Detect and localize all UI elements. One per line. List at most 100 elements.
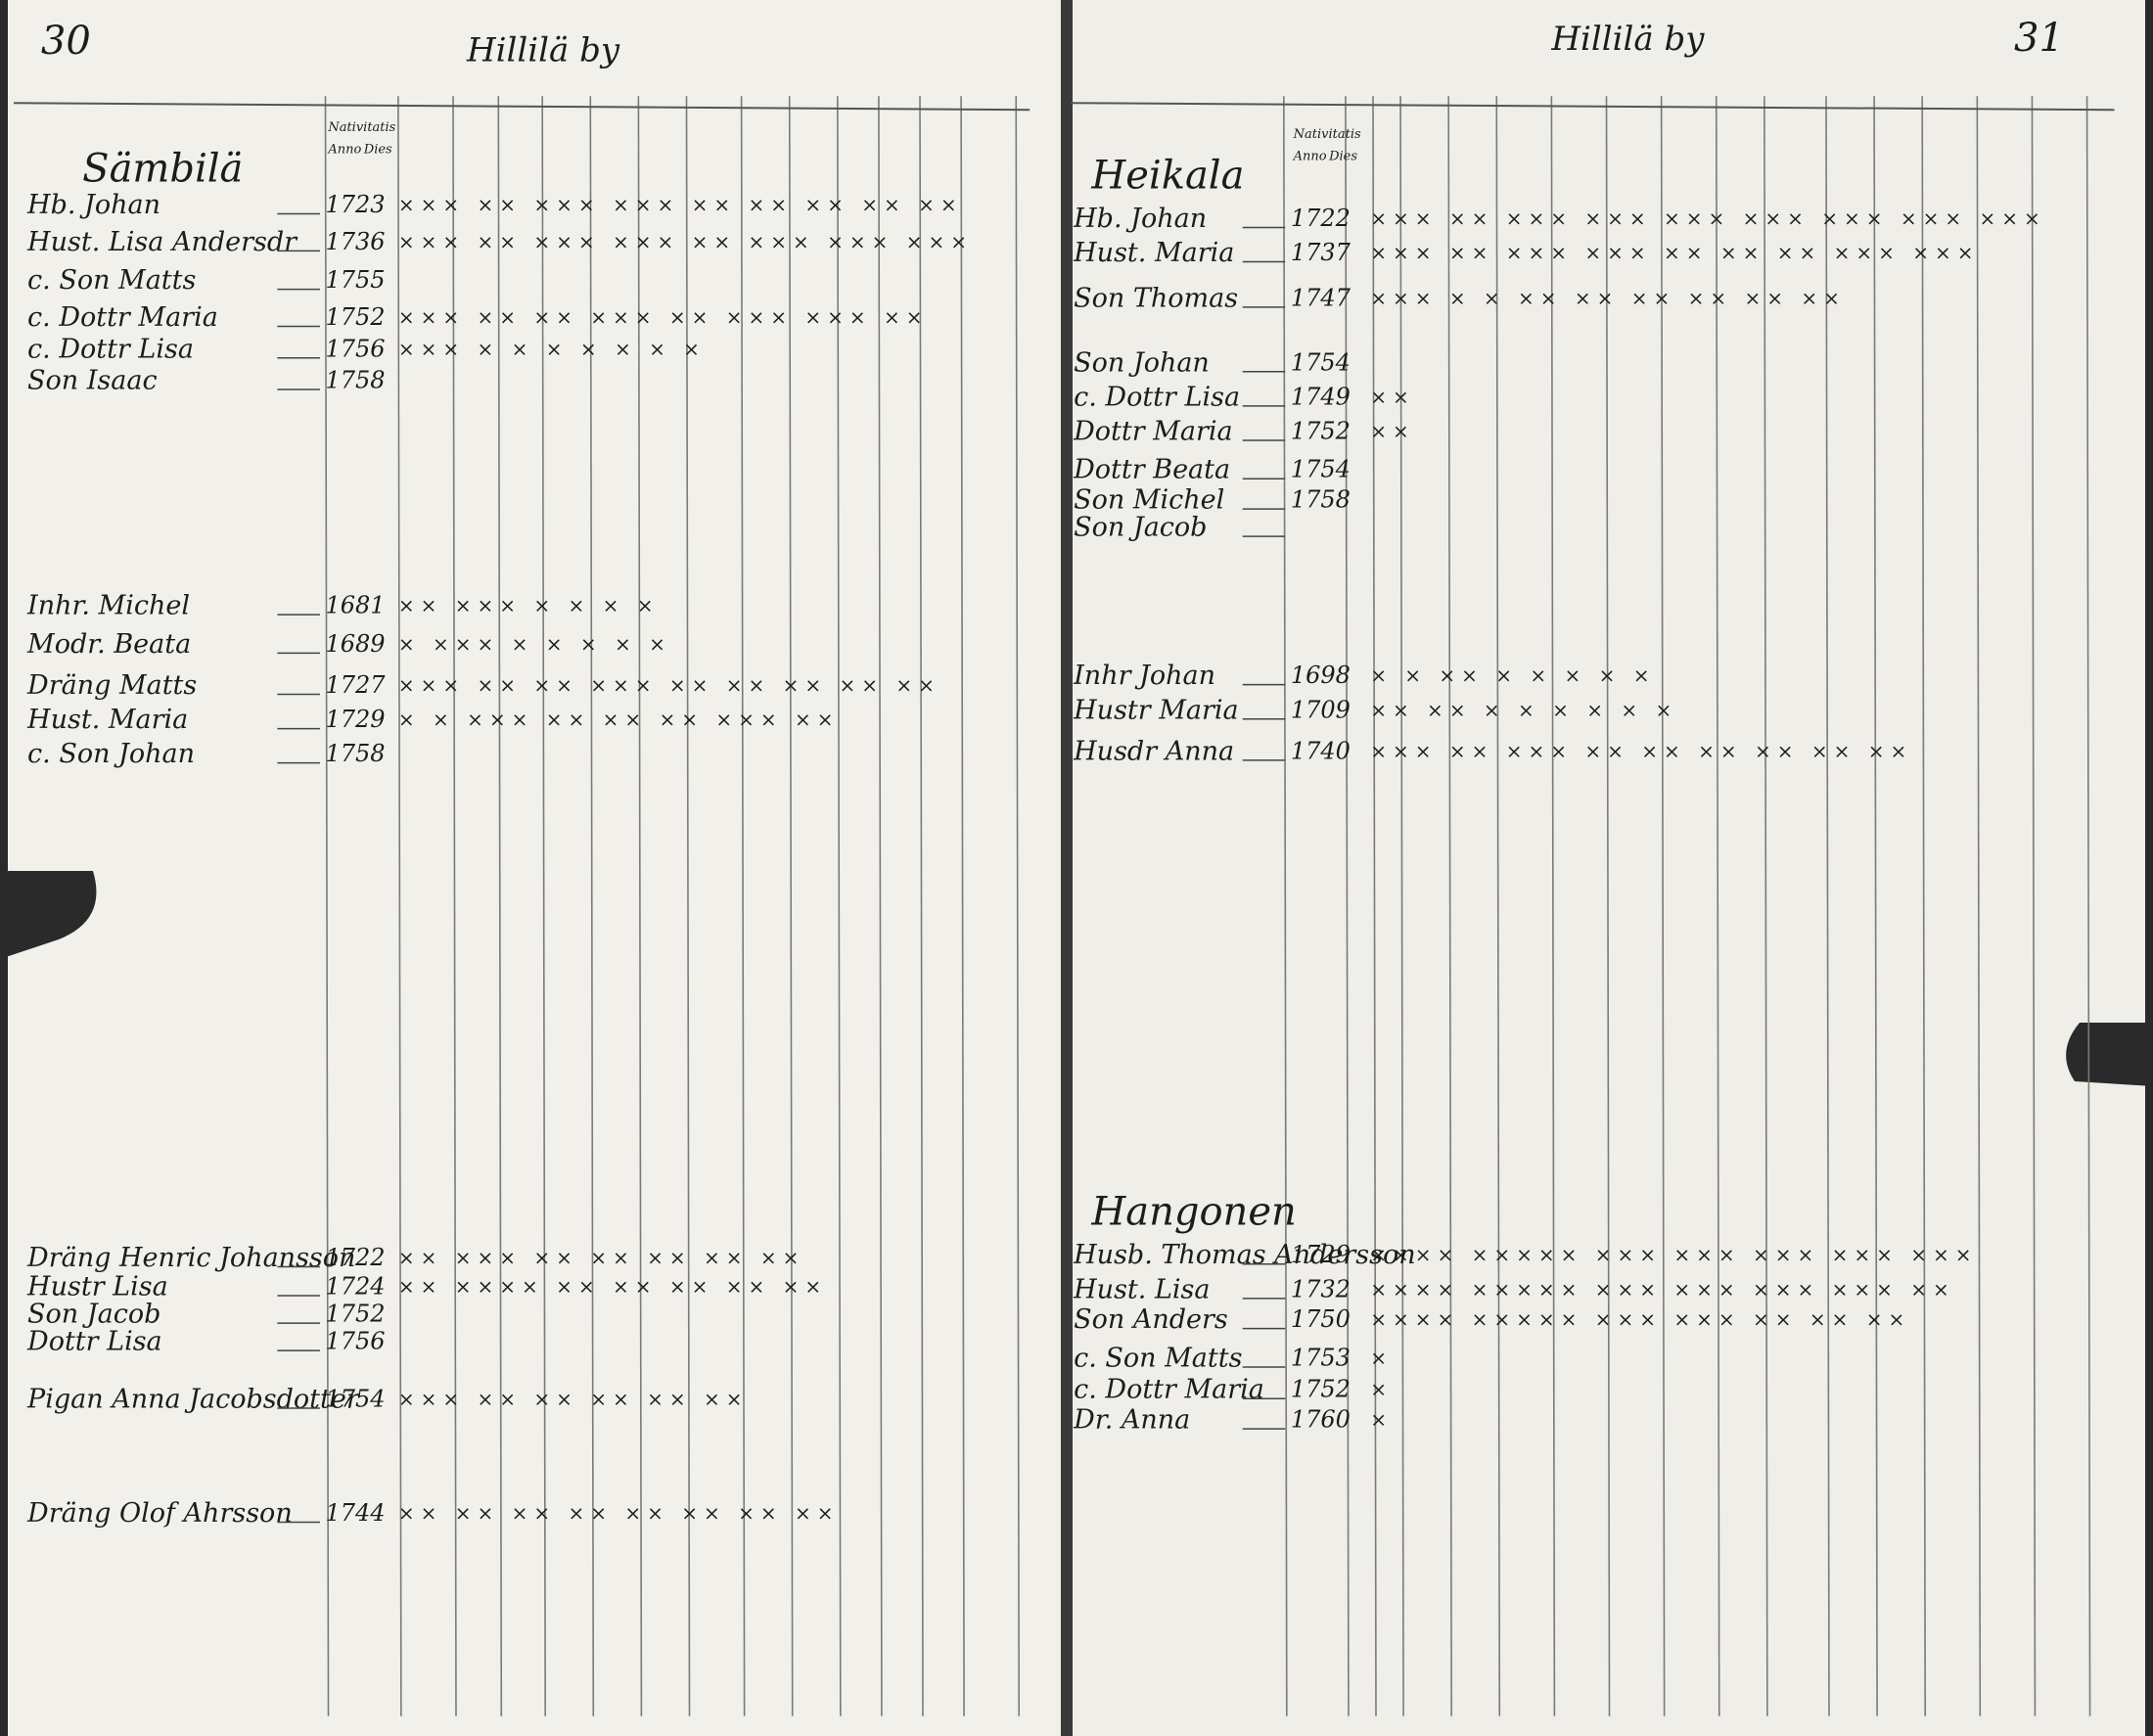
column-rule — [878, 96, 883, 1716]
birth-year: 1758 — [326, 740, 386, 767]
column-rule — [1550, 96, 1556, 1716]
birth-year: 1754 — [1291, 348, 1351, 376]
birth-year: 1729 — [326, 706, 386, 733]
column-rule — [1976, 96, 1982, 1716]
village-name: Hillilä by — [466, 30, 620, 69]
birth-year: 1750 — [1291, 1305, 1351, 1333]
birth-year: 1737 — [1291, 239, 1351, 266]
catechism-marks: ××× ×× ××× ××× ×× ××× ××× ××× — [398, 230, 973, 253]
header-rule — [1071, 102, 2115, 112]
column-rule — [1447, 96, 1452, 1716]
header-rule — [14, 102, 1031, 112]
catechism-marks: × — [1370, 1408, 1393, 1432]
birth-year: 1756 — [326, 335, 386, 362]
birth-year: 1724 — [326, 1273, 386, 1301]
catechism-marks: ×× — [1370, 419, 1415, 442]
catechism-marks: × — [1370, 1346, 1393, 1369]
person-name: c. Son Johan — [27, 739, 195, 769]
birth-year: 1681 — [326, 592, 386, 619]
person-name: Hust. Lisa — [1073, 1274, 1210, 1304]
person-name: Hb. Johan — [1073, 204, 1207, 234]
catechism-marks: × ××× × × × × × — [398, 632, 671, 656]
catechism-marks: × — [1370, 1378, 1393, 1401]
column-rule — [1495, 96, 1501, 1716]
page-tab — [2066, 1023, 2153, 1086]
column-rule — [324, 96, 330, 1716]
person-name: Son Jacob — [27, 1300, 160, 1330]
catechism-marks: ×××× ××××× ××× ××× ××× ××× ××× — [1370, 1243, 1977, 1266]
birth-year: 1722 — [1291, 205, 1351, 232]
section-title: Hangonen — [1090, 1190, 1296, 1235]
person-name: Son Johan — [1074, 347, 1210, 378]
person-name: c. Dottr Lisa — [1074, 382, 1240, 412]
birth-year: 1744 — [326, 1499, 386, 1527]
birth-year: 1689 — [326, 630, 386, 658]
catechism-marks: × × ×× × × × × × — [1370, 663, 1655, 687]
catechism-marks: ×× ×× × × × × × × — [1370, 698, 1677, 721]
column-header: Nativitatis — [327, 120, 395, 135]
catechism-marks: ××× ×× ××× ××× ×× ×× ×× ××× ××× — [1370, 241, 1979, 264]
person-name: Hust. Maria — [26, 705, 188, 735]
column-rule — [2085, 96, 2091, 1716]
section-title: Sämbilä — [82, 146, 243, 191]
catechism-marks: ××× × × × × × × × — [398, 337, 706, 360]
column-rule — [919, 96, 924, 1716]
person-name: Hb. Johan — [26, 190, 160, 220]
person-name: Son Anders — [1074, 1304, 1228, 1335]
page-tab — [0, 871, 97, 959]
left-page — [8, 0, 1065, 1736]
column-rule — [637, 96, 643, 1716]
birth-year: 1752 — [1291, 1376, 1351, 1403]
catechism-marks: ×××× ××××× ××× ××× ×× ×× ×× — [1370, 1307, 1910, 1331]
column-rule — [1715, 96, 1720, 1716]
birth-year: 1747 — [1291, 284, 1351, 311]
column-rule — [1283, 96, 1288, 1716]
person-name: c. Son Matts — [1074, 1343, 1242, 1373]
catechism-marks: ×× ××× × × × × — [398, 594, 660, 617]
birth-year: 1758 — [1291, 486, 1351, 514]
column-header: Dies — [1328, 149, 1357, 163]
catechism-marks: ×× ×× ×× ×× ×× ×× ×× ×× — [398, 1501, 840, 1525]
birth-year: 1698 — [1291, 662, 1351, 689]
person-name: c. Dottr Maria — [1074, 1375, 1264, 1405]
person-name: Dräng Henric Johansson — [26, 1243, 355, 1273]
column-rule — [1873, 96, 1878, 1716]
person-name: Hust. Maria — [1073, 238, 1234, 268]
column-rule — [1015, 96, 1021, 1716]
column-header: Anno — [1293, 149, 1327, 163]
birth-year: 1754 — [1291, 456, 1351, 483]
section-title: Heikala — [1090, 153, 1244, 198]
catechism-marks: ××× ×× ×× ××× ×× ×× ×× ×× ×× — [398, 673, 940, 697]
column-rule — [1764, 96, 1768, 1716]
village-name: Hillilä by — [1550, 20, 1705, 59]
birth-year: 1753 — [1291, 1344, 1351, 1371]
person-name: c. Dottr Lisa — [27, 334, 194, 364]
person-name: Son Isaac — [27, 366, 158, 396]
birth-year: 1752 — [326, 303, 386, 331]
column-rule — [397, 96, 402, 1716]
column-rule — [1605, 96, 1611, 1716]
person-name: Dottr Beata — [1073, 455, 1230, 485]
birth-year: 1723 — [326, 191, 386, 218]
catechism-marks: ×××× ××××× ××× ××× ××× ××× ×× — [1370, 1277, 1955, 1301]
birth-year: 1722 — [326, 1244, 386, 1271]
birth-year: 1749 — [1291, 383, 1351, 410]
column-rule — [589, 96, 595, 1716]
column-rule — [1660, 96, 1666, 1716]
column-rule — [1345, 96, 1350, 1716]
birth-year: 1740 — [1291, 737, 1351, 764]
page-number: 30 — [41, 19, 91, 64]
column-rule — [1825, 96, 1830, 1716]
birth-year: 1709 — [1291, 696, 1351, 723]
birth-year: 1732 — [1291, 1275, 1351, 1302]
birth-year: 1758 — [326, 367, 386, 394]
column-rule — [1921, 96, 1926, 1716]
birth-year: 1756 — [326, 1328, 386, 1355]
page-number: 31 — [2014, 16, 2064, 61]
catechism-marks: ××× ×× ××× ××× ×× ×× ×× ×× ×× — [398, 193, 963, 216]
column-rule — [1372, 96, 1377, 1716]
person-name: Hust. Lisa Andersdr — [26, 227, 298, 257]
person-name: Dr. Anna — [1073, 1405, 1190, 1436]
column-rule — [960, 96, 965, 1716]
